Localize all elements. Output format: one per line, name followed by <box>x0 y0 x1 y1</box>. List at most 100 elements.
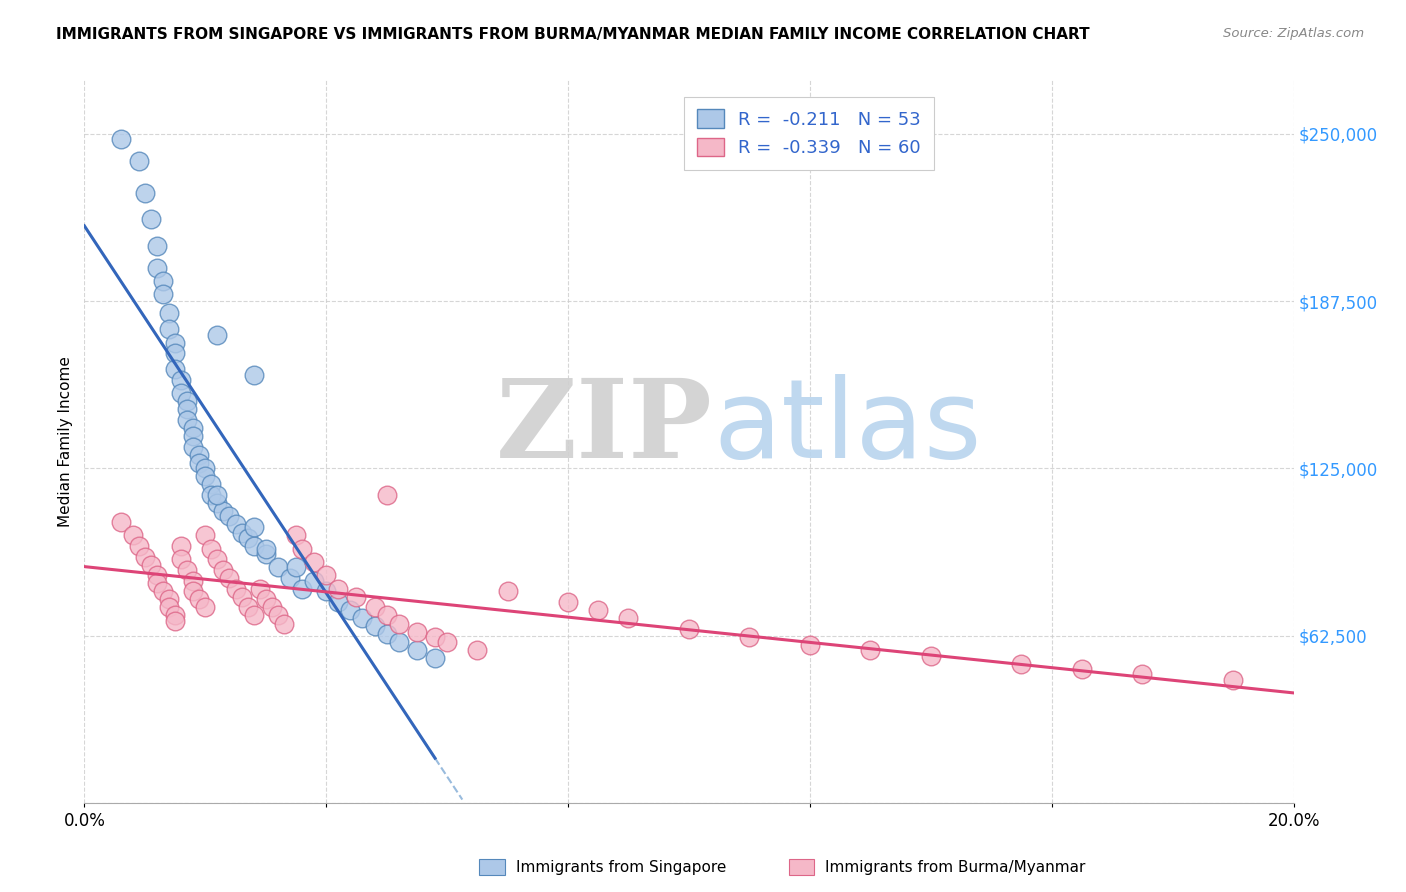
Point <box>157 322 180 336</box>
Point <box>328 582 350 596</box>
Point <box>176 413 198 427</box>
Point <box>181 421 204 435</box>
Point <box>218 571 240 585</box>
Point <box>207 552 229 566</box>
Point <box>406 624 429 639</box>
Point <box>200 477 222 491</box>
Point <box>302 574 325 588</box>
Point <box>738 630 761 644</box>
Point <box>181 429 204 443</box>
Point <box>176 394 198 409</box>
Point <box>242 520 264 534</box>
Point <box>375 627 398 641</box>
Point <box>231 590 253 604</box>
Point <box>1222 673 1244 687</box>
Point <box>557 595 579 609</box>
Point <box>194 528 217 542</box>
Text: atlas: atlas <box>713 374 981 481</box>
Point <box>388 635 411 649</box>
Point <box>436 635 458 649</box>
Point <box>200 488 222 502</box>
Point <box>176 563 198 577</box>
Point <box>139 212 162 227</box>
Point <box>315 584 337 599</box>
Point <box>165 608 187 623</box>
Point <box>146 239 169 253</box>
Point <box>121 528 143 542</box>
Point <box>152 274 174 288</box>
Point <box>165 335 187 350</box>
Point <box>254 541 277 556</box>
Point <box>423 651 446 665</box>
Point <box>260 600 283 615</box>
Point <box>920 648 942 663</box>
Point <box>375 488 398 502</box>
Point <box>315 568 337 582</box>
Point <box>363 619 385 633</box>
Point <box>176 402 198 417</box>
Point <box>423 630 446 644</box>
Point <box>249 582 271 596</box>
Point <box>181 440 204 454</box>
Point <box>254 592 277 607</box>
Text: ZIP: ZIP <box>496 374 713 481</box>
Point <box>242 608 264 623</box>
Point <box>1130 667 1153 681</box>
Text: IMMIGRANTS FROM SINGAPORE VS IMMIGRANTS FROM BURMA/MYANMAR MEDIAN FAMILY INCOME : IMMIGRANTS FROM SINGAPORE VS IMMIGRANTS … <box>56 27 1090 42</box>
Point <box>1011 657 1033 671</box>
Point <box>346 590 368 604</box>
Point <box>267 608 290 623</box>
Point <box>207 496 229 510</box>
Point <box>617 611 640 625</box>
Point <box>194 469 217 483</box>
Point <box>165 346 187 360</box>
Text: Immigrants from Burma/Myanmar: Immigrants from Burma/Myanmar <box>825 860 1085 874</box>
Point <box>146 260 169 275</box>
Point <box>1071 662 1094 676</box>
Point <box>267 560 290 574</box>
Point <box>242 368 264 382</box>
Point <box>200 541 222 556</box>
Y-axis label: Median Family Income: Median Family Income <box>58 356 73 527</box>
Point <box>134 186 156 200</box>
Point <box>139 558 162 572</box>
Point <box>218 509 240 524</box>
Point <box>254 547 277 561</box>
Point <box>157 592 180 607</box>
Point <box>134 549 156 564</box>
Text: Immigrants from Singapore: Immigrants from Singapore <box>516 860 727 874</box>
Point <box>406 643 429 657</box>
Point <box>110 515 132 529</box>
Point <box>291 582 314 596</box>
Point <box>496 584 519 599</box>
Point <box>170 373 193 387</box>
Point <box>157 306 180 320</box>
Point <box>363 600 385 615</box>
Point <box>152 287 174 301</box>
Point <box>236 531 259 545</box>
Point <box>128 539 150 553</box>
Point <box>375 608 398 623</box>
Point <box>678 622 700 636</box>
Point <box>194 461 217 475</box>
Point <box>157 600 180 615</box>
Point <box>225 582 247 596</box>
Point <box>212 504 235 518</box>
Point <box>285 528 308 542</box>
Point <box>236 600 259 615</box>
Point <box>467 643 489 657</box>
Legend: R =  -0.211   N = 53, R =  -0.339   N = 60: R = -0.211 N = 53, R = -0.339 N = 60 <box>685 96 934 169</box>
Text: Source: ZipAtlas.com: Source: ZipAtlas.com <box>1223 27 1364 40</box>
Point <box>328 595 350 609</box>
Point <box>170 539 193 553</box>
Point <box>207 488 229 502</box>
Point <box>207 327 229 342</box>
Point <box>194 600 217 615</box>
Point <box>188 456 211 470</box>
Point <box>291 541 314 556</box>
Point <box>165 614 187 628</box>
Point <box>242 539 264 553</box>
Point <box>302 555 325 569</box>
Point <box>128 153 150 168</box>
Point <box>188 448 211 462</box>
